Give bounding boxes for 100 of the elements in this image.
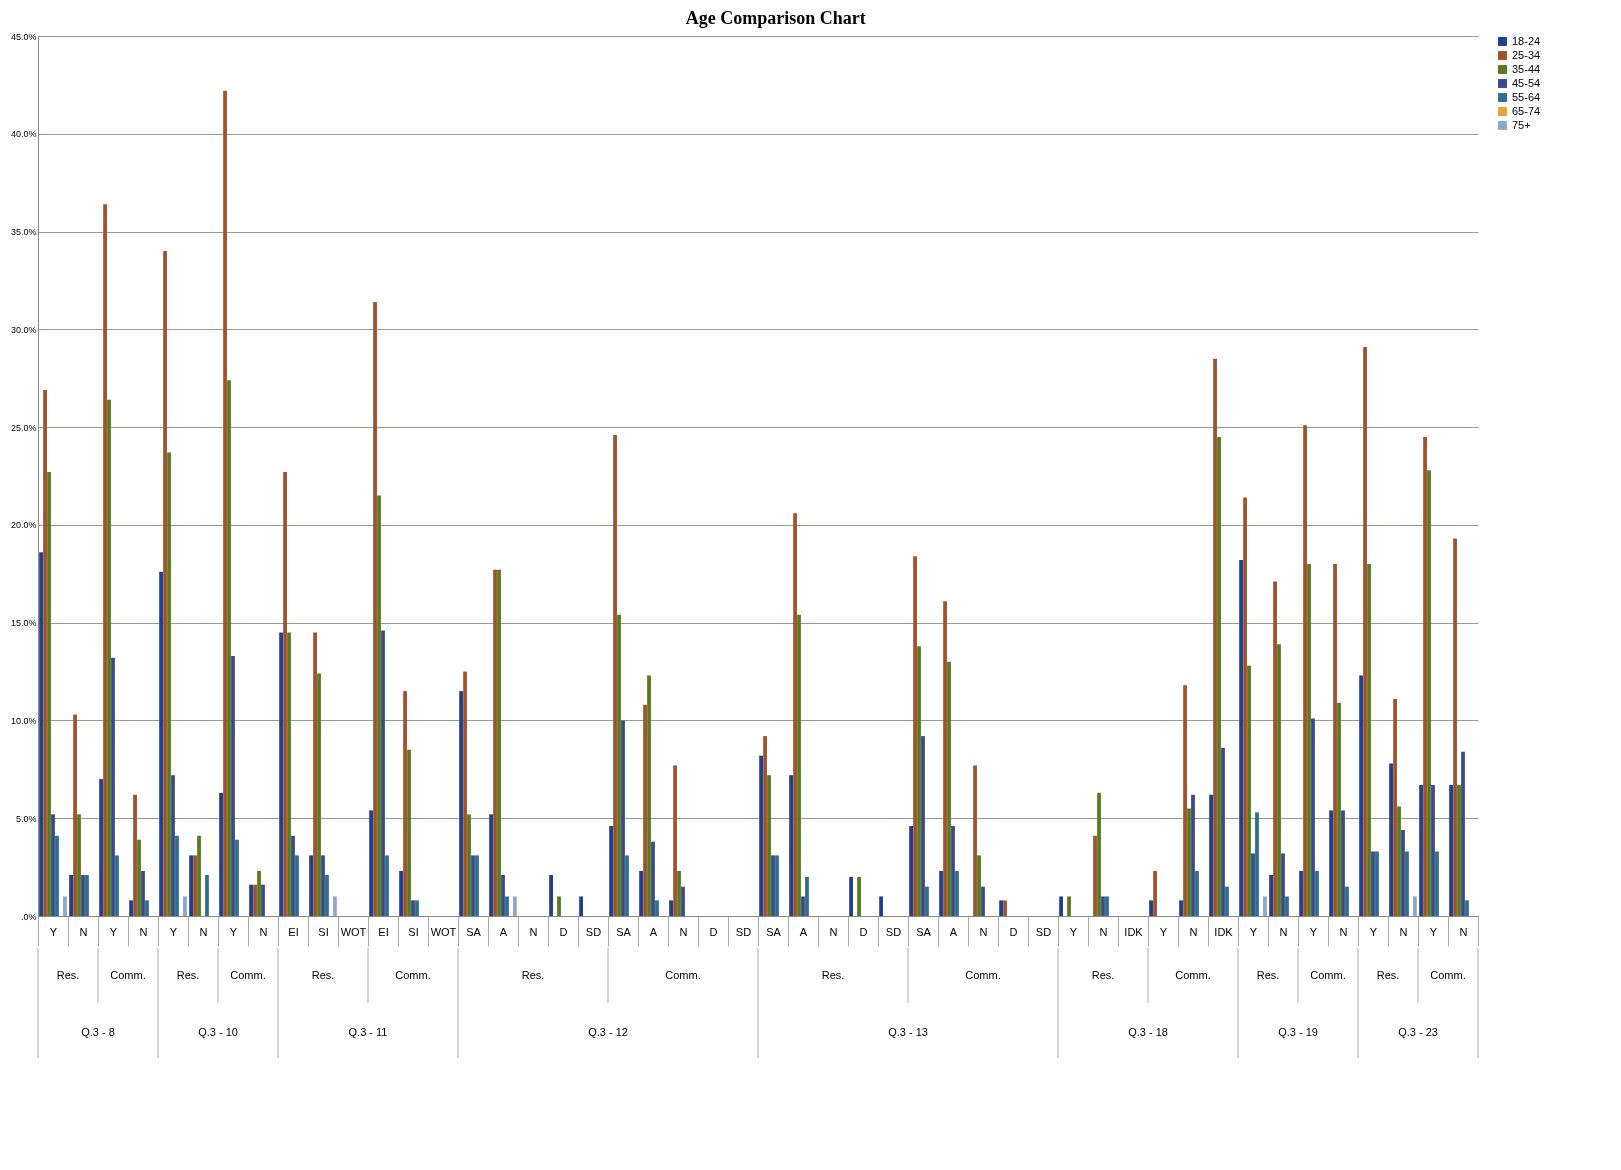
- bar: [489, 814, 493, 916]
- bar: [369, 810, 373, 916]
- bar: [235, 839, 239, 916]
- bar: [493, 569, 497, 916]
- bar: [947, 661, 951, 916]
- text: Res.: [56, 969, 80, 981]
- text: Res.: [1256, 969, 1280, 981]
- x-tick-label: N: [1189, 925, 1198, 938]
- bar: [145, 900, 149, 916]
- y-tick-label: 40.0%: [10, 129, 37, 140]
- x-tick-label: N: [529, 925, 538, 938]
- bar: [333, 896, 337, 916]
- bar: [909, 826, 913, 916]
- y-tick-label: 20.0%: [10, 520, 37, 531]
- text: Q.3 - 11: [348, 1026, 388, 1038]
- bar: [549, 874, 553, 916]
- text: Res.: [176, 969, 200, 981]
- bar: [1299, 871, 1303, 916]
- text: Res.: [821, 969, 845, 981]
- x-tick-label: A: [499, 925, 508, 938]
- bar: [1371, 851, 1375, 916]
- y-tick-label: 25.0%: [10, 422, 37, 433]
- x-tick-label: SA: [466, 925, 482, 938]
- x-tick-label: SA: [916, 925, 932, 938]
- bar: [497, 569, 501, 916]
- text: Comm.: [965, 969, 1001, 981]
- bar: [377, 495, 381, 916]
- bar: [1093, 835, 1097, 916]
- legend-label: 45-54: [1512, 76, 1541, 89]
- bar: [1401, 829, 1405, 916]
- bar: [219, 792, 223, 916]
- bar: [1255, 812, 1259, 916]
- bar: [279, 632, 283, 916]
- bar: [973, 765, 977, 916]
- bar: [261, 884, 265, 916]
- bar: [129, 900, 133, 916]
- x-tick-label: SI: [408, 925, 419, 938]
- bar: [171, 775, 175, 916]
- bar: [1179, 900, 1183, 916]
- bar: [141, 871, 145, 916]
- bar: [407, 749, 411, 916]
- bar: [621, 720, 625, 916]
- bar: [501, 874, 505, 916]
- bar: [505, 896, 509, 916]
- bar: [1337, 702, 1341, 916]
- text: Res.: [1376, 969, 1400, 981]
- bar: [1277, 644, 1281, 916]
- x-tick-label: Y: [1159, 925, 1168, 938]
- bar: [1457, 784, 1461, 916]
- bar: [955, 871, 959, 916]
- bar: [1303, 425, 1307, 916]
- x-tick-label: N: [1099, 925, 1108, 938]
- bar: [317, 673, 321, 916]
- text: Comm.: [230, 969, 266, 981]
- x-tick-label: D: [1009, 925, 1018, 938]
- text: Comm.: [1310, 969, 1346, 981]
- legend-label: 25-34: [1512, 48, 1541, 61]
- bar: [513, 896, 517, 916]
- bar: [1067, 896, 1071, 916]
- bar: [1195, 871, 1199, 916]
- bar: [1105, 896, 1109, 916]
- bar: [797, 614, 801, 916]
- text: Comm.: [110, 969, 146, 981]
- x-tick-label: EI: [378, 925, 389, 938]
- text: Q.3 - 12: [588, 1026, 628, 1038]
- x-tick-label: SD: [1035, 925, 1052, 938]
- bar: [1435, 851, 1439, 916]
- bar: [189, 855, 193, 916]
- bar: [471, 855, 475, 916]
- bar: [1453, 538, 1457, 916]
- x-tick-label: SA: [766, 925, 782, 938]
- x-tick-label: SD: [735, 925, 752, 938]
- x-tick-label: Y: [169, 925, 178, 938]
- bar: [99, 779, 103, 916]
- x-tick-label: Y: [1249, 925, 1258, 938]
- bar: [411, 900, 415, 916]
- bar: [681, 886, 685, 916]
- bar: [163, 251, 167, 916]
- bar: [193, 855, 197, 916]
- bar: [1307, 564, 1311, 916]
- bar: [115, 855, 119, 916]
- bar: [1341, 810, 1345, 916]
- text: Q.3 - 18: [1128, 1026, 1168, 1038]
- x-tick-label: SA: [616, 925, 632, 938]
- bar: [789, 775, 793, 916]
- bar: [39, 552, 43, 916]
- bar: [403, 691, 407, 916]
- bar: [801, 896, 805, 916]
- bar: [1097, 792, 1101, 916]
- text: Comm.: [1430, 969, 1466, 981]
- bar: [677, 871, 681, 916]
- y-tick-label: 5.0%: [15, 813, 37, 824]
- bar: [1449, 784, 1453, 916]
- bar: [43, 389, 47, 916]
- bar: [463, 671, 467, 916]
- x-tick-label: N: [79, 925, 88, 938]
- x-tick-label: D: [709, 925, 718, 938]
- bar: [951, 826, 955, 916]
- bar: [1389, 763, 1393, 916]
- x-tick-label: N: [199, 925, 208, 938]
